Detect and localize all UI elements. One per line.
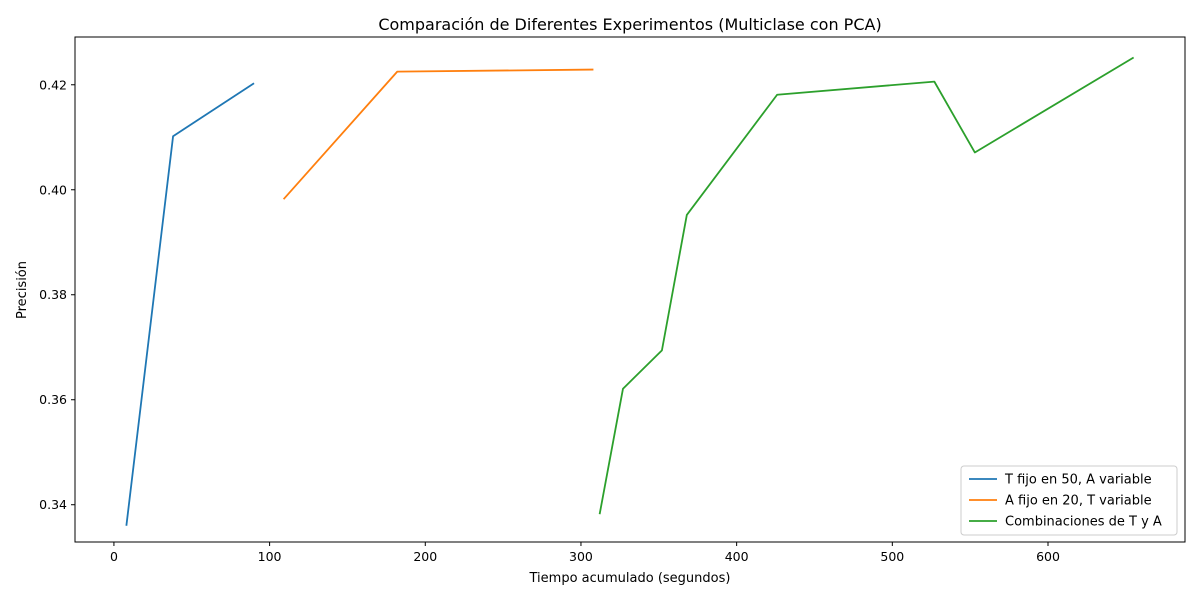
x-tick-label: 600 <box>1036 549 1060 564</box>
x-tick-label: 400 <box>725 549 749 564</box>
y-axis-label: Precisión <box>15 261 30 319</box>
y-tick-label: 0.42 <box>39 77 67 92</box>
series-line-1 <box>125 82 255 526</box>
y-tick-label: 0.34 <box>39 497 67 512</box>
x-axis-ticks: 0 100 200 300 400 500 600 <box>110 542 1060 564</box>
x-tick-label: 100 <box>258 549 282 564</box>
legend-box <box>960 465 1178 536</box>
y-axis-ticks: 0.34 0.36 0.38 0.40 0.42 <box>39 77 75 512</box>
series-layer <box>125 56 1135 526</box>
plot-area <box>75 37 1185 542</box>
legend-label: T fijo en 50, A variable <box>1004 473 1152 488</box>
legend-label: Combinaciones de T y A <box>1005 515 1162 530</box>
x-tick-label: 200 <box>413 549 437 564</box>
y-tick-label: 0.36 <box>39 392 67 407</box>
legend-label: A fijo en 20, T variable <box>1005 494 1152 509</box>
series-line-2 <box>282 68 594 200</box>
x-tick-label: 500 <box>880 549 904 564</box>
legend: T fijo en 50, A variable A fijo en 20, T … <box>960 465 1178 536</box>
plot-frame <box>74 36 1186 543</box>
x-axis-label: Tiempo acumulado (segundos) <box>529 571 731 586</box>
x-tick-label: 300 <box>569 549 593 564</box>
chart-title: Comparación de Diferentes Experimentos (… <box>378 15 881 34</box>
y-tick-label: 0.40 <box>39 182 67 197</box>
y-tick-label: 0.38 <box>39 287 67 302</box>
series-line-3 <box>598 56 1135 515</box>
x-tick-label: 0 <box>110 549 118 564</box>
